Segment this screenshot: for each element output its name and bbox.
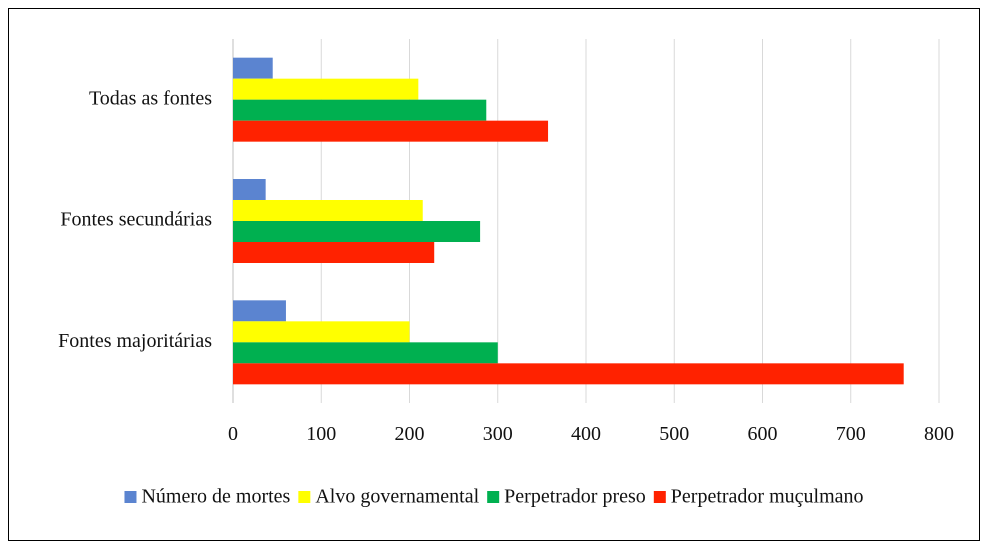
x-tick-label: 700 [836,423,866,445]
bar-3-1 [233,99,487,121]
legend-swatch [653,491,666,503]
x-tick-label: 500 [659,423,689,445]
x-tick-label: 400 [571,423,601,445]
x-tick-label: 0 [228,423,238,445]
chart-frame: Todas as fontes Fontes secundárias Fontes … [8,8,980,541]
legend-label: Perpetrador muçulmano [671,486,864,508]
bar-3-2 [233,221,481,242]
x-tick-label: 600 [748,423,778,445]
x-tick-label: 200 [395,423,425,445]
bar-4-2 [233,242,435,263]
legend-label: Número de mortes [141,486,290,508]
legend-swatch [487,491,500,503]
bar-1-3 [233,300,286,322]
x-tick-label: 300 [483,423,513,445]
category-label: Fontes majoritárias [58,330,212,352]
bar-1-1 [233,57,273,79]
legend-swatch [124,491,137,503]
legend-label: Perpetrador preso [504,486,646,508]
legend-label: Alvo governamental [315,486,479,508]
legend: Número de mortes Alvo governamental Perpet… [124,486,864,508]
x-tick-label: 800 [924,423,954,445]
category-label: Fontes secundárias [60,209,212,231]
bar-2-3 [233,321,410,343]
x-axis-ticks: 0 100 200 300 400 500 600 700 800 [228,423,954,445]
x-tick-label: 100 [306,423,336,445]
bar-2-2 [233,200,423,221]
bar-2-1 [233,78,419,100]
legend-swatch [298,491,311,503]
category-labels: Todas as fontes Fontes secundárias Fontes … [58,87,212,352]
bars [233,57,904,385]
bar-4-3 [233,363,904,385]
bar-3-3 [233,342,498,364]
bar-1-2 [233,179,266,200]
bar-4-1 [233,120,549,142]
category-label: Todas as fontes [89,87,212,109]
horizontal-bar-chart: Todas as fontes Fontes secundárias Fontes … [58,39,954,508]
